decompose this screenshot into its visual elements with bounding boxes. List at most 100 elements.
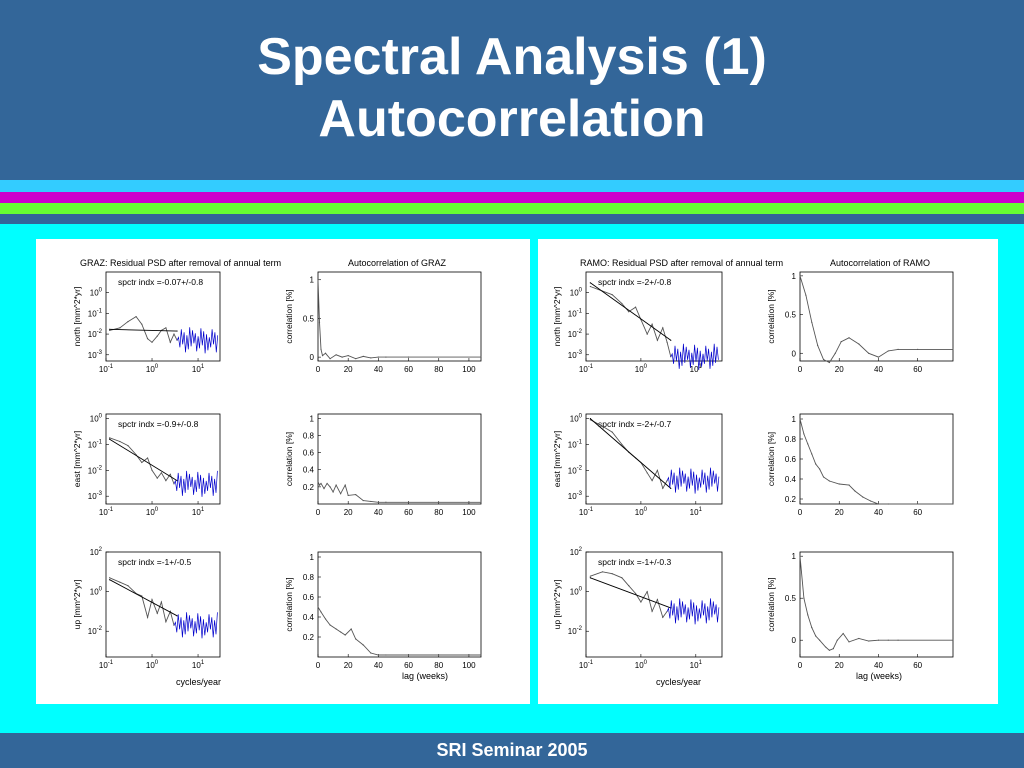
x-tick-label: 101 (690, 364, 703, 374)
data-point (347, 354, 349, 357)
stripe-cyan (0, 180, 1024, 192)
acf-xlabel-ramo: lag (weeks) (856, 671, 902, 681)
spectral-index-annotation: spctr indx =-1+/-0.5 (118, 557, 192, 567)
data-point (109, 438, 111, 440)
y-tick-label: 10-3 (568, 491, 583, 501)
data-point (109, 577, 111, 579)
y-tick-label: 0.2 (785, 495, 797, 504)
data-point (151, 469, 153, 471)
plot-frame (799, 551, 954, 658)
data-point (656, 469, 659, 471)
x-tick-label: 100 (635, 507, 648, 517)
data-point (662, 327, 664, 329)
data-point (480, 356, 482, 358)
y-tick-label: 1 (792, 552, 797, 561)
y-tick-label: 0.6 (785, 455, 797, 464)
data-point (656, 598, 659, 601)
subplot-ramo-psd-up: 10-1 100 101 10-2 100 102 up [mm^2*yr] spctr in… (552, 547, 723, 670)
data-point (870, 500, 872, 502)
fit-line (590, 282, 672, 341)
y-axis-label: up [mm^2*yr] (72, 580, 82, 630)
data-point (480, 501, 482, 503)
data-point (317, 481, 319, 483)
data-point (335, 354, 337, 356)
x-tick-label: 20 (835, 661, 844, 670)
plot-frame (317, 413, 482, 505)
y-tick-label: 10-1 (568, 308, 583, 318)
y-tick-label: 100 (570, 587, 583, 597)
psd-line (590, 571, 668, 619)
y-tick-label: 100 (570, 288, 583, 298)
data-point (634, 306, 637, 308)
x-tick-label: 20 (835, 508, 844, 517)
x-tick-label: 100 (635, 364, 648, 374)
subplot-ramo-acf-up: 0 20 40 60 0 0.5 1 correlation [%] (766, 551, 954, 670)
data-point (355, 358, 357, 360)
data-point (822, 358, 825, 361)
data-point (646, 333, 648, 335)
data-point (407, 501, 410, 503)
data-point (317, 606, 319, 608)
data-point (480, 654, 482, 656)
data-point (160, 601, 163, 603)
data-point (146, 338, 149, 340)
x-tick-label: 80 (434, 508, 443, 517)
y-tick-label: 10-3 (88, 350, 103, 360)
data-point (651, 480, 653, 482)
y-tick-label: 10-2 (88, 626, 103, 636)
x-tick-label: 60 (404, 508, 413, 517)
y-tick-label: 100 (90, 414, 103, 424)
plot-frame (317, 551, 482, 658)
data-point (838, 483, 840, 485)
data-point (589, 575, 591, 577)
x-tick-label: 60 (913, 508, 922, 517)
data-point (646, 591, 648, 593)
x-tick-label: 60 (913, 365, 922, 374)
y-axis-label: correlation [%] (766, 289, 776, 343)
data-point (385, 356, 387, 358)
plot-frame (585, 413, 723, 505)
x-tick-label: 10-1 (99, 364, 114, 374)
data-point (320, 611, 322, 613)
subplot-ramo-acf-north: 0 20 40 60 0 0.5 1 correlation [%] (766, 271, 954, 374)
data-point (329, 486, 331, 488)
psd-title-ramo: RAMO: Residual PSD after removal of annu… (580, 258, 783, 268)
stripe-green (0, 203, 1024, 214)
data-point (848, 337, 850, 339)
data-point (407, 356, 410, 358)
acf-line (317, 481, 481, 503)
data-point (799, 275, 801, 277)
acf-title-ramo: Autocorrelation of RAMO (830, 258, 930, 268)
psd-line (109, 577, 175, 626)
y-tick-label: 10-1 (568, 439, 583, 449)
data-point (370, 357, 372, 359)
data-point (146, 457, 149, 459)
y-axis-label: correlation [%] (766, 577, 776, 631)
data-point (355, 638, 357, 640)
y-axis-label: correlation [%] (284, 577, 294, 631)
psd-noise-line (666, 598, 720, 625)
data-point (119, 581, 121, 583)
y-tick-label: 0.8 (785, 435, 797, 444)
data-point (176, 330, 178, 332)
data-point (897, 348, 899, 350)
data-point (807, 614, 809, 616)
acf-xlabel-graz: lag (weeks) (402, 671, 448, 681)
x-tick-label: 10-1 (579, 660, 594, 670)
data-point (160, 472, 163, 474)
x-tick-label: 20 (344, 508, 353, 517)
footer-bar (0, 733, 1024, 768)
y-tick-label: 10-3 (88, 491, 103, 501)
fit-line (109, 438, 178, 481)
data-point (377, 356, 379, 358)
data-point (803, 433, 805, 435)
x-tick-label: 40 (374, 508, 383, 517)
subplot-ramo-acf-east: 0 20 40 60 0.2 0.4 0.6 0.8 1 correlation [%] (766, 413, 954, 517)
data-point (385, 654, 387, 656)
data-point (803, 597, 805, 599)
x-tick-label: 0 (316, 508, 321, 517)
data-point (589, 577, 591, 579)
x-tick-label: 100 (146, 507, 159, 517)
x-tick-label: 80 (434, 661, 443, 670)
plot-frame (799, 413, 954, 505)
